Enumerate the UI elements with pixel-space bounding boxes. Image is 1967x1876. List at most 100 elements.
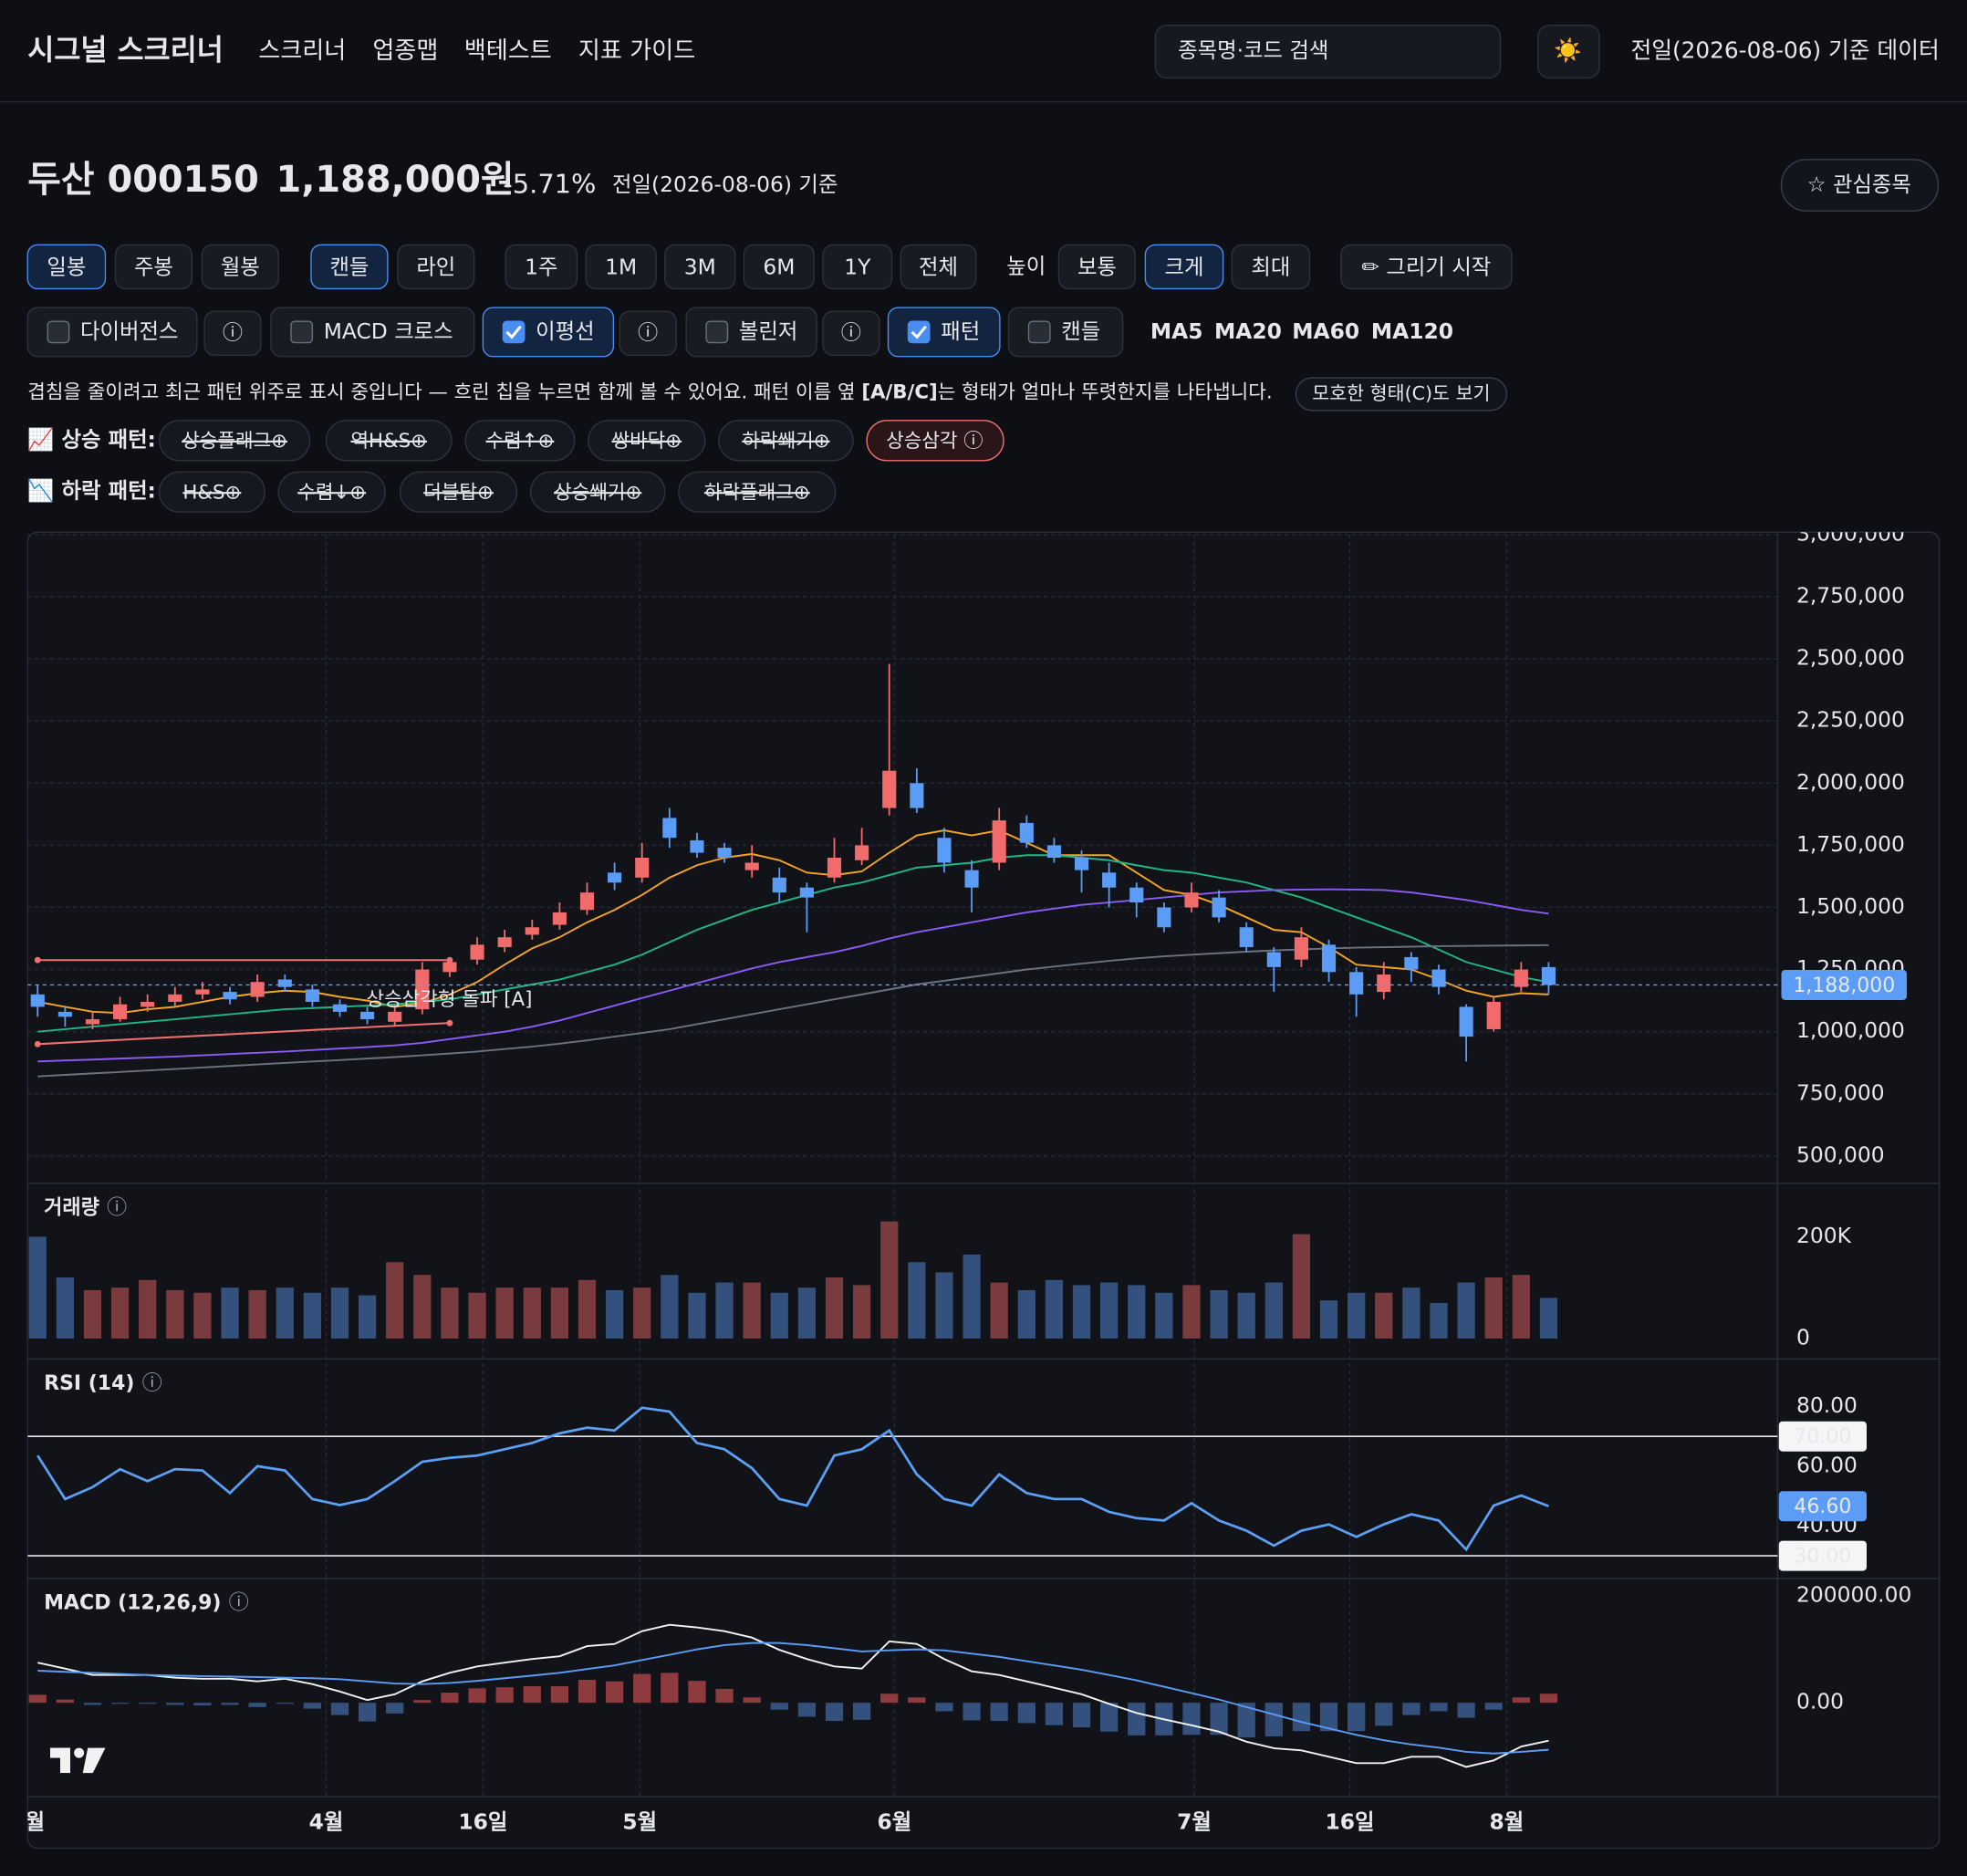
pattern-chip[interactable] [529,471,666,513]
pattern-chip[interactable] [158,420,311,462]
pattern-chip[interactable] [678,471,837,513]
candle-body [662,818,677,839]
macd-histogram-bar [1484,1703,1503,1710]
nav-link[interactable]: 업종맵 [372,37,438,65]
theme-toggle[interactable] [1537,24,1600,79]
ambiguous-label: 모호한 형태(C)도 보기 [1312,382,1490,404]
macd-histogram-bar [633,1673,651,1704]
info-button[interactable] [822,310,880,356]
nav-link[interactable]: 스크리너 [258,37,346,65]
macd-histogram-bar [688,1681,706,1704]
candle-body [855,845,869,860]
time-label: 16일 [458,1809,507,1835]
reference-label: 70.00 [1794,1426,1851,1449]
y-tick-label: 1,000,000 [1796,1017,1905,1043]
macd-histogram-bar [1512,1697,1530,1704]
button[interactable] [822,244,893,290]
time-label: 5월 [622,1809,657,1835]
pattern-chip-active[interactable] [866,420,1004,462]
macd-histogram-bar [1182,1703,1201,1735]
volume-bar [688,1292,706,1339]
candle-body [1404,956,1419,970]
candle-body [1541,966,1556,985]
button[interactable] [1231,244,1311,290]
info-button[interactable] [619,310,677,356]
volume-bar [1457,1282,1475,1339]
info-button[interactable] [203,310,262,356]
button[interactable] [397,244,475,290]
toggle[interactable] [685,307,817,358]
button[interactable] [310,244,389,290]
nav-link[interactable]: 백테스트 [464,37,552,65]
volume-bar [963,1254,981,1339]
volume-bar [523,1287,541,1339]
candle-body [277,979,292,987]
candle-body [1431,969,1446,987]
pattern-chip[interactable] [158,471,265,513]
toggle[interactable] [887,307,1001,358]
pattern-point [446,1019,453,1027]
volume-bar [1128,1285,1146,1339]
y-tick-label: 1,500,000 [1796,893,1905,919]
volume-bar [880,1221,899,1339]
toggle[interactable] [26,307,198,358]
panel-title: RSI (14) ⓘ [44,1372,162,1395]
volume-bar [1484,1277,1503,1339]
toggle[interactable] [1007,307,1124,358]
search-box[interactable] [1154,24,1502,79]
candle-body [1184,892,1199,908]
button[interactable] [26,244,107,290]
candle-body [992,820,1006,863]
toggle-label: 캔들 [1061,318,1100,344]
button[interactable] [585,244,657,290]
brand[interactable]: 시그널 스크리너 [27,35,224,68]
macd-line [37,1623,1549,1768]
button[interactable] [900,244,977,290]
pattern-chip[interactable] [399,471,518,513]
button[interactable] [1057,244,1137,290]
button[interactable] [1340,244,1513,290]
macd-histogram-bar [908,1697,926,1704]
pattern-chip[interactable] [718,420,854,462]
macd-histogram-bar [1128,1703,1146,1735]
toggle[interactable] [482,307,615,358]
candle-body [332,1004,348,1012]
panel-title: MACD (12,26,9) ⓘ [44,1591,249,1614]
pattern-chip[interactable] [464,420,576,462]
y-tick-label: 2,000,000 [1796,769,1905,795]
y-tick-label: 3,000,000 [1796,520,1905,546]
button[interactable] [114,244,193,290]
button[interactable] [743,244,816,290]
button-label: 1Y [844,254,871,279]
checkbox [47,320,70,344]
volume-bar [661,1275,679,1339]
button[interactable] [505,244,578,290]
button[interactable] [664,244,736,290]
pattern-chip-label: H&S⊕ [182,482,241,505]
button-label: 주봉 [134,254,173,279]
ma-line [37,854,1549,1033]
time-label: 6월 [878,1809,912,1835]
button[interactable] [201,244,279,290]
watch-button[interactable] [1780,159,1940,212]
macd-histogram-bar [1539,1694,1558,1704]
stock-name: 두산 000150 [27,159,259,201]
candle-body [415,969,430,1010]
height-label: 높이 [1006,254,1046,279]
toggle[interactable] [270,307,475,358]
tradingview-logo [50,1747,106,1774]
pattern-chip[interactable] [325,420,453,462]
reference-box [1778,1540,1867,1571]
ambiguous-button[interactable] [1295,377,1508,412]
candle-body [608,872,622,883]
reference-box [1778,1421,1867,1452]
pattern-chip[interactable] [588,420,706,462]
macd-histogram-bar [441,1693,459,1704]
pattern-point [34,956,41,964]
nav-link[interactable]: 지표 가이드 [578,37,695,65]
button[interactable] [1144,244,1224,290]
pattern-chip[interactable] [277,471,386,513]
candle-body [882,770,897,808]
candle-body [388,1011,402,1022]
button-label: 1M [605,254,637,279]
